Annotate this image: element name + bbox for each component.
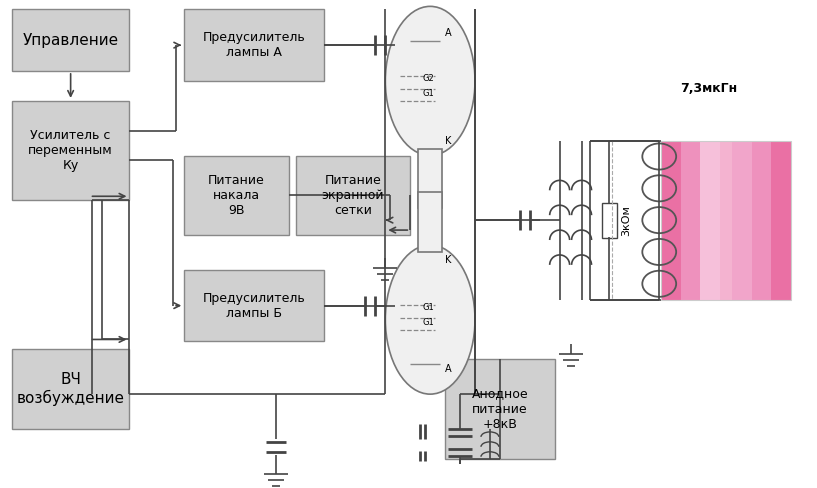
Text: 3кОм: 3кОм: [622, 204, 632, 236]
Text: A: A: [444, 364, 452, 374]
Bar: [733, 141, 771, 300]
Text: Управление: Управление: [23, 33, 118, 48]
Text: G2: G2: [422, 75, 434, 83]
Text: Питание
накала
9В: Питание накала 9В: [208, 174, 265, 217]
Bar: [12, 9, 129, 71]
Bar: [418, 192, 442, 252]
Bar: [681, 141, 720, 300]
Text: G1: G1: [422, 89, 434, 99]
Text: 7,3мкГн: 7,3мкГн: [681, 82, 738, 95]
Bar: [661, 141, 791, 300]
Bar: [184, 9, 324, 81]
Bar: [661, 141, 791, 300]
Text: Питание
экранной
сетки: Питание экранной сетки: [322, 174, 384, 217]
Text: Предусилитель
лампы Б: Предусилитель лампы Б: [203, 292, 306, 320]
Text: A: A: [444, 28, 452, 38]
Text: K: K: [445, 255, 451, 265]
Text: G1: G1: [422, 318, 434, 327]
Bar: [184, 156, 288, 235]
Bar: [700, 141, 752, 300]
Text: Предусилитель
лампы А: Предусилитель лампы А: [203, 31, 306, 59]
Bar: [418, 148, 442, 208]
Bar: [184, 270, 324, 342]
Ellipse shape: [386, 245, 475, 394]
Bar: [445, 359, 555, 459]
Text: K: K: [445, 136, 451, 145]
Bar: [602, 203, 618, 238]
Text: G1: G1: [422, 303, 434, 312]
Text: Анодное
питание
+8кВ: Анодное питание +8кВ: [471, 387, 529, 430]
Bar: [12, 349, 129, 429]
Text: ВЧ
возбуждение: ВЧ возбуждение: [16, 372, 125, 406]
Ellipse shape: [386, 6, 475, 156]
Bar: [296, 156, 410, 235]
Text: Усилитель с
переменным
Ку: Усилитель с переменным Ку: [29, 129, 113, 172]
Bar: [12, 101, 129, 200]
